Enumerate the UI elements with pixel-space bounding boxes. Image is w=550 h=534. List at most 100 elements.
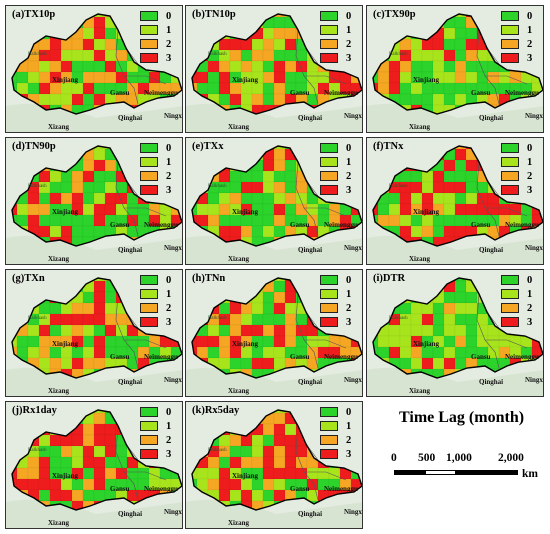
lag-cell	[432, 60, 445, 73]
lag-cell	[93, 16, 106, 29]
lag-cell	[284, 335, 297, 348]
place-label-ningxia: Ningxia	[525, 244, 543, 252]
lag-cell	[262, 335, 275, 348]
legend-swatch	[140, 275, 158, 285]
lag-cell	[498, 71, 511, 84]
legend-label: 3	[346, 448, 352, 460]
lag-cell	[93, 423, 106, 436]
place-label-xinjiang: Xinjiang	[232, 208, 259, 216]
lag-cell	[181, 60, 182, 73]
legend-item-2: 2	[501, 169, 532, 183]
region-outline	[11, 409, 182, 511]
lag-cell	[207, 71, 220, 84]
lag-cell	[218, 346, 231, 359]
legend-swatch	[501, 185, 519, 195]
place-label-neimenggu: Neimenggu	[505, 353, 539, 361]
lag-cell	[362, 127, 363, 133]
lag-cell	[399, 38, 412, 51]
legend-swatch	[320, 449, 338, 459]
legend-label: 0	[166, 142, 172, 154]
lag-cell	[71, 302, 84, 315]
lag-cell	[399, 60, 412, 73]
lag-cell	[273, 335, 286, 348]
legend-item-0: 0	[140, 9, 171, 23]
legend-label: 0	[346, 10, 352, 22]
lag-cell	[361, 170, 362, 183]
lag-cell	[60, 357, 73, 370]
lag-cell	[218, 324, 231, 337]
legend-item-1: 1	[140, 155, 171, 169]
lag-cell	[82, 192, 95, 205]
lag-cell	[542, 27, 543, 40]
lag-cell	[273, 82, 286, 95]
lag-cell	[181, 49, 182, 62]
lag-cell	[38, 38, 51, 51]
lag-cell	[361, 214, 362, 227]
lag-cell	[82, 181, 95, 194]
lag-cell	[181, 412, 182, 425]
lag-cell	[218, 203, 231, 216]
lag-cell	[454, 335, 467, 348]
lag-cell	[27, 335, 40, 348]
lag-cell	[38, 203, 51, 216]
lag-cell	[284, 181, 297, 194]
lag-cell	[71, 93, 84, 106]
lag-cell	[181, 203, 182, 216]
lag-cell	[361, 71, 362, 84]
legend-item-3: 3	[501, 183, 532, 197]
lag-cell	[432, 324, 445, 337]
lag-cell	[38, 357, 51, 370]
lag-cell	[443, 302, 456, 315]
lag-cell	[388, 335, 401, 348]
lag-cell	[443, 93, 456, 106]
lag-cell	[207, 60, 220, 73]
lag-cell	[410, 346, 423, 359]
lag-cell	[218, 456, 231, 469]
legend: 0 1 2 3	[140, 405, 171, 461]
lag-cell	[181, 291, 182, 304]
legend-label: 3	[166, 184, 172, 196]
place-label-ningxia: Ningxia	[344, 508, 362, 516]
lag-cell	[284, 38, 297, 51]
lag-cell	[465, 181, 478, 194]
lag-cell	[27, 192, 40, 205]
lag-cell	[361, 278, 362, 282]
lag-cell	[542, 104, 543, 114]
legend-item-0: 0	[501, 9, 532, 23]
legend-swatch	[501, 317, 519, 327]
lag-cell	[361, 93, 362, 106]
region-outline	[11, 145, 182, 247]
lag-cell	[82, 445, 95, 458]
place-label-xinjiang: Xinjiang	[413, 340, 440, 348]
lag-cell	[273, 203, 286, 216]
lag-cell	[421, 181, 434, 194]
lag-cell	[284, 324, 297, 337]
lag-cell	[16, 214, 29, 227]
lag-cell	[93, 60, 106, 73]
lag-cell	[273, 445, 286, 458]
region-outline	[191, 13, 362, 115]
region-map	[367, 270, 543, 396]
lag-cell	[432, 225, 445, 238]
lag-cell	[93, 170, 106, 183]
lag-cell	[251, 225, 264, 238]
lag-cell	[218, 302, 231, 315]
lag-cell	[60, 324, 73, 337]
legend-label: 0	[166, 274, 172, 286]
map-panel-3: (c)TX90p 0 1 2 3 Balkhash Xinjiang Gansu Neimeng…	[366, 5, 544, 133]
place-label-xinjiang: Xinjiang	[413, 76, 440, 84]
lag-cell	[273, 93, 286, 106]
lag-cell	[181, 278, 182, 282]
panel-title: (h)TNn	[192, 273, 226, 284]
legend-label: 1	[166, 288, 172, 300]
lag-cell	[251, 49, 264, 62]
lag-cell	[432, 93, 445, 106]
lag-cell	[82, 423, 95, 436]
lag-cell	[181, 489, 182, 502]
lag-cell	[82, 302, 95, 315]
lag-cell	[93, 27, 106, 40]
lag-cell	[38, 434, 51, 447]
lag-cell	[38, 456, 51, 469]
lag-cell	[148, 467, 161, 480]
lag-cell	[443, 170, 456, 183]
